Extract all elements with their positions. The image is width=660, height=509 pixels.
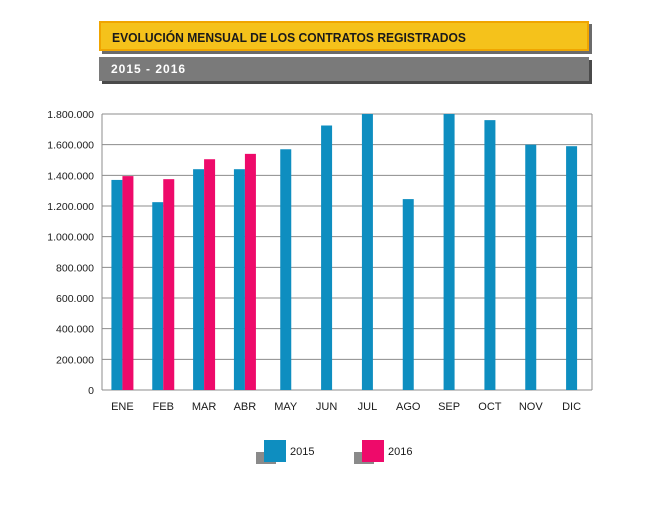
bar-2015-feb bbox=[152, 202, 164, 390]
bar-2016-mar bbox=[204, 159, 216, 390]
x-tick-label: AGO bbox=[396, 401, 421, 413]
bar-2015-oct bbox=[484, 120, 496, 390]
bar-2015-sep bbox=[443, 114, 455, 390]
x-tick-label: ENE bbox=[111, 401, 134, 413]
y-tick-label: 0 bbox=[88, 385, 94, 397]
x-tick-label: OCT bbox=[478, 401, 502, 413]
bar-2015-jun bbox=[321, 125, 333, 390]
bar-2015-may bbox=[280, 149, 292, 390]
legend-swatch-2015 bbox=[264, 440, 286, 462]
bar-2015-ene bbox=[111, 179, 123, 390]
y-tick-label: 1.400.000 bbox=[47, 170, 94, 182]
y-tick-label: 1.800.000 bbox=[47, 109, 94, 121]
legend-swatch-2016 bbox=[362, 440, 384, 462]
y-tick-label: 1.600.000 bbox=[47, 140, 94, 152]
x-tick-label: NOV bbox=[519, 401, 544, 413]
legend-label-2015: 2015 bbox=[290, 446, 315, 458]
x-tick-label: FEB bbox=[153, 401, 174, 413]
x-tick-label: SEP bbox=[438, 401, 460, 413]
bar-2015-dic bbox=[566, 146, 578, 390]
legend-label-2016: 2016 bbox=[388, 446, 413, 458]
y-tick-label: 1.000.000 bbox=[47, 232, 94, 244]
bar-2015-jul bbox=[361, 114, 373, 390]
bar-2015-abr bbox=[233, 169, 245, 390]
y-tick-label: 600.000 bbox=[56, 293, 94, 305]
bar-2015-nov bbox=[525, 144, 537, 390]
y-tick-label: 800.000 bbox=[56, 262, 94, 274]
chart-subtitle: 2015 - 2016 bbox=[111, 62, 187, 76]
x-tick-label: MAR bbox=[192, 401, 217, 413]
x-tick-label: ABR bbox=[234, 401, 257, 413]
bar-2016-ene bbox=[122, 176, 134, 390]
bar-2016-feb bbox=[163, 179, 175, 390]
bar-2015-mar bbox=[193, 169, 205, 390]
bar-2016-abr bbox=[244, 153, 256, 390]
x-tick-label: JUN bbox=[316, 401, 337, 413]
bar-2015-ago bbox=[402, 199, 414, 390]
chart-title: EVOLUCIÓN MENSUAL DE LOS CONTRATOS REGIS… bbox=[112, 30, 466, 45]
x-tick-label: DIC bbox=[562, 401, 581, 413]
chart-title-bar: EVOLUCIÓN MENSUAL DE LOS CONTRATOS REGIS… bbox=[99, 21, 589, 51]
x-tick-label: JUL bbox=[358, 401, 378, 413]
y-tick-label: 1.200.000 bbox=[47, 201, 94, 213]
chart-subtitle-bar: 2015 - 2016 bbox=[99, 57, 589, 81]
x-tick-label: MAY bbox=[274, 401, 298, 413]
y-tick-label: 400.000 bbox=[56, 324, 94, 336]
y-tick-label: 200.000 bbox=[56, 354, 94, 366]
